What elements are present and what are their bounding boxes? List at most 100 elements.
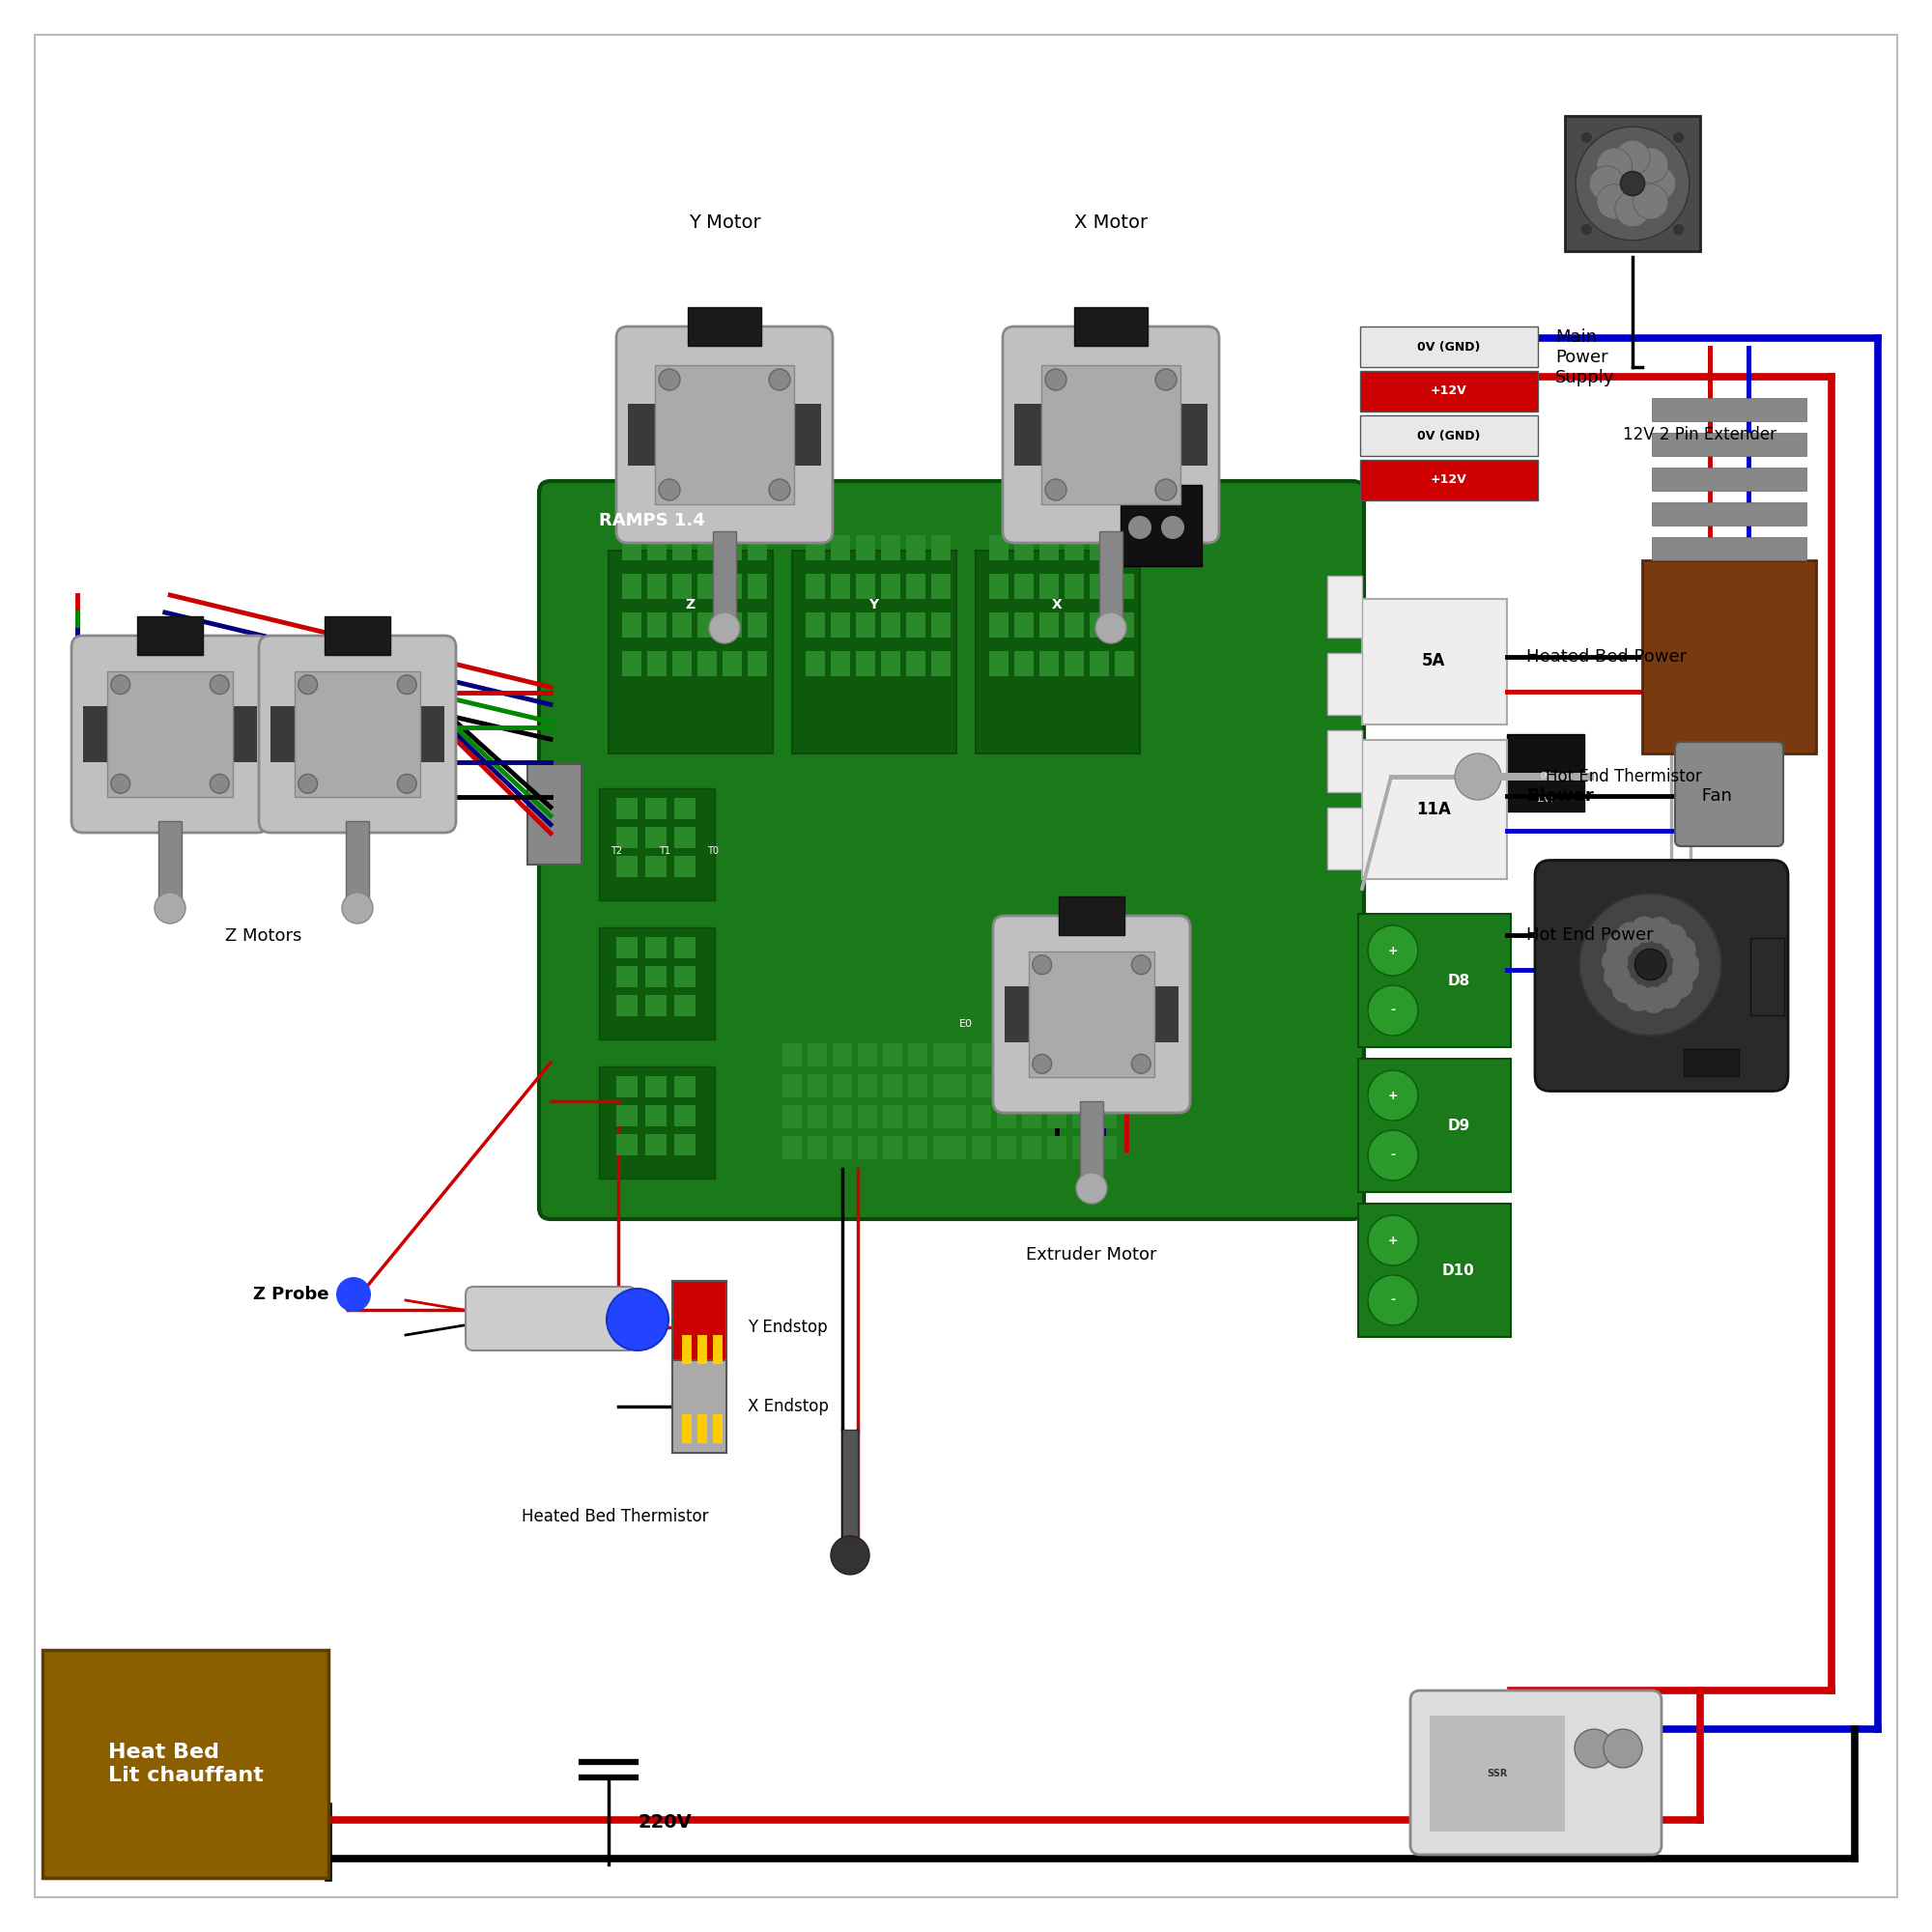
Text: Hot End Power: Hot End Power (1526, 927, 1654, 943)
Bar (806, 651, 825, 676)
Circle shape (1640, 987, 1667, 1012)
Text: T0: T0 (707, 846, 719, 856)
Bar (599, 788, 715, 900)
Bar (1430, 1716, 1565, 1832)
Bar (1099, 531, 1122, 628)
Bar (1047, 1074, 1066, 1097)
Bar (748, 651, 767, 676)
Circle shape (1633, 147, 1669, 184)
Bar (1327, 808, 1362, 869)
Bar (645, 827, 667, 848)
Bar (616, 937, 638, 958)
Text: D9: D9 (1447, 1119, 1470, 1134)
Bar (833, 1105, 852, 1128)
Text: 12V 2 Pin Extender: 12V 2 Pin Extender (1623, 427, 1777, 444)
Bar (972, 1074, 991, 1097)
Bar (647, 612, 667, 638)
Bar (1072, 1136, 1092, 1159)
Bar (723, 535, 742, 560)
Bar (881, 535, 900, 560)
Bar (672, 1360, 726, 1453)
Bar (842, 1430, 858, 1555)
Bar (782, 1074, 802, 1097)
Text: X Motor: X Motor (1074, 213, 1148, 232)
Text: Y Endstop: Y Endstop (748, 1318, 827, 1337)
Bar (908, 1136, 927, 1159)
Circle shape (298, 775, 317, 794)
Bar (908, 1105, 927, 1128)
Circle shape (1660, 923, 1687, 951)
Bar (856, 651, 875, 676)
Bar (881, 651, 900, 676)
Text: 220V: 220V (638, 1812, 692, 1832)
Bar (616, 1134, 638, 1155)
Bar (1121, 485, 1202, 566)
Bar (1115, 651, 1134, 676)
Bar (989, 612, 1009, 638)
Text: X: X (1051, 599, 1063, 611)
Text: +12V: +12V (1432, 384, 1466, 398)
Bar (674, 1076, 696, 1097)
Circle shape (769, 479, 790, 500)
FancyBboxPatch shape (1360, 371, 1538, 412)
Bar (808, 1074, 827, 1097)
Bar (296, 672, 419, 796)
Bar (1072, 1043, 1092, 1066)
Bar (806, 612, 825, 638)
Text: X Endstop: X Endstop (748, 1399, 829, 1414)
Circle shape (1631, 916, 1658, 943)
Text: Fan: Fan (1696, 788, 1731, 804)
Circle shape (1590, 166, 1625, 201)
Bar (645, 1076, 667, 1097)
Bar (808, 1043, 827, 1066)
Bar (997, 1074, 1016, 1097)
Circle shape (1596, 184, 1633, 220)
Bar (682, 1335, 692, 1364)
Bar (831, 535, 850, 560)
Bar (947, 1105, 966, 1128)
Bar (713, 1414, 723, 1443)
Bar (906, 651, 925, 676)
Bar (989, 574, 1009, 599)
Circle shape (1132, 954, 1151, 974)
Bar (325, 616, 390, 655)
Bar (1014, 404, 1208, 466)
Bar (883, 1043, 902, 1066)
Circle shape (1578, 893, 1721, 1036)
Text: Z Probe: Z Probe (253, 1287, 328, 1302)
Bar (674, 1134, 696, 1155)
Circle shape (1032, 954, 1051, 974)
Bar (599, 927, 715, 1039)
Text: RAMPS 1.4: RAMPS 1.4 (599, 512, 705, 529)
FancyBboxPatch shape (993, 916, 1190, 1113)
Bar (906, 612, 925, 638)
Bar (972, 1043, 991, 1066)
Bar (599, 1066, 715, 1179)
Circle shape (211, 775, 230, 794)
Bar (672, 574, 692, 599)
Bar (782, 1105, 802, 1128)
Bar (1507, 734, 1584, 811)
FancyBboxPatch shape (1534, 860, 1789, 1092)
Bar (713, 1335, 723, 1364)
Bar (1059, 896, 1124, 935)
Text: 11A: 11A (1416, 800, 1451, 819)
Bar (931, 612, 951, 638)
Bar (931, 535, 951, 560)
Circle shape (342, 893, 373, 923)
Circle shape (1656, 981, 1681, 1009)
Bar (672, 1281, 726, 1374)
Circle shape (1634, 949, 1665, 980)
Circle shape (1615, 191, 1650, 226)
Circle shape (659, 369, 680, 390)
Bar (1097, 1074, 1117, 1097)
Bar (833, 1136, 852, 1159)
Bar (527, 763, 582, 864)
Bar (989, 535, 1009, 560)
Bar (808, 1136, 827, 1159)
Bar (1683, 1049, 1739, 1076)
Bar (1047, 1136, 1066, 1159)
Bar (1115, 535, 1134, 560)
Bar (1090, 612, 1109, 638)
Bar (647, 535, 667, 560)
